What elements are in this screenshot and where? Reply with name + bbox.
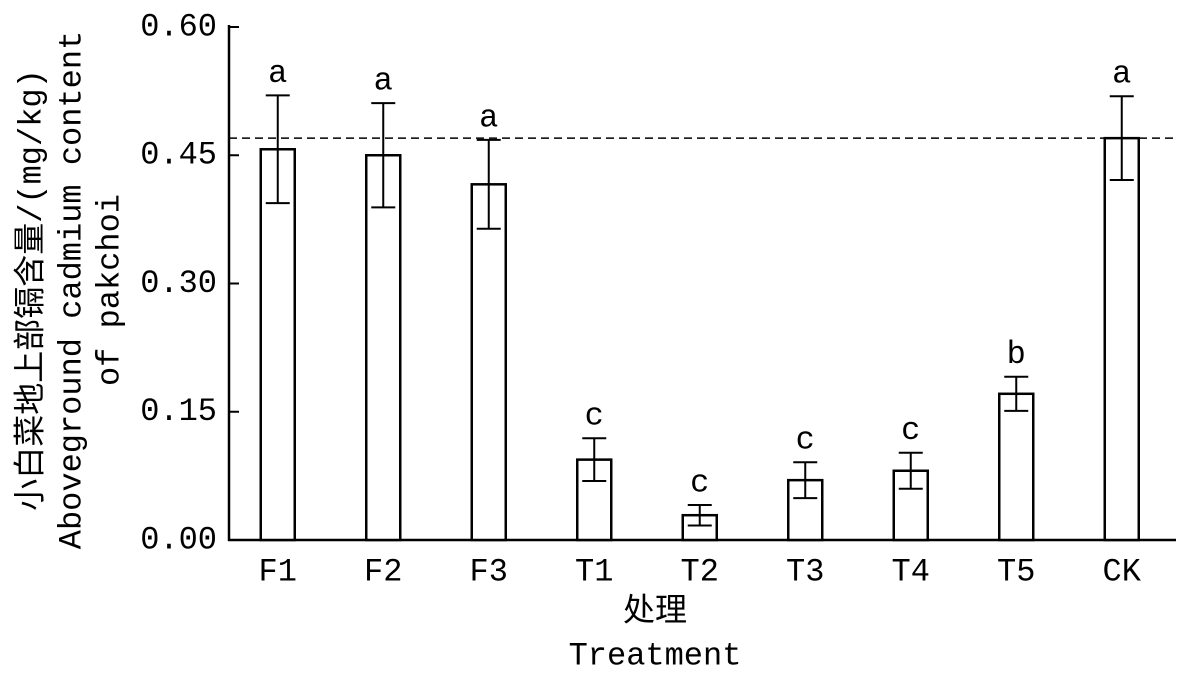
bar [365,154,402,542]
bar [1103,136,1140,542]
significance-label: a [268,55,287,92]
x-tick-label: T4 [892,553,930,590]
y-tick-label: 0.60 [140,8,217,45]
x-tick-label: CK [1103,553,1142,590]
significance-label: c [796,422,815,459]
error-bar [898,451,923,490]
y-tick-label: 0.00 [140,521,217,558]
y-axis-label-group: Aboveground cadmium content [53,31,90,549]
y-axis-label: 小白菜地上部镉含量/(mg/kg) [12,69,50,511]
y-axis-label: Aboveground cadmium content [53,31,90,549]
y-tick-label: 0.15 [140,393,217,430]
x-tick-label: T3 [786,553,824,590]
significance-label: a [374,63,393,100]
x-tick-label: F2 [364,553,402,590]
significance-label: c [690,464,709,501]
error-bar [1109,95,1134,182]
error-bar [371,102,396,209]
x-tick-label: T1 [575,553,613,590]
x-tick-label: F3 [470,553,508,590]
significance-label: c [585,398,604,435]
x-axis-label: 处理 [623,592,687,630]
bar [998,392,1035,542]
significance-label: b [1007,336,1026,373]
y-axis-label-group: 小白菜地上部镉含量/(mg/kg) [12,69,50,511]
y-axis-label-group: of pakchoi [91,194,128,386]
error-bar [1004,375,1029,412]
x-tick-label: F1 [259,553,297,590]
y-tick-label: 0.30 [140,265,217,302]
y-tick-label: 0.45 [140,137,217,174]
error-bar [793,461,818,500]
x-axis-label: Treatment [569,637,742,674]
bar [470,183,507,542]
y-axis-label: of pakchoi [91,194,128,386]
x-tick-label: T5 [997,553,1035,590]
error-bar [687,503,712,527]
significance-label: a [479,99,498,136]
bar [259,148,296,542]
x-tick-label: T2 [681,553,719,590]
significance-label: c [901,412,920,449]
significance-label: a [1112,56,1131,93]
error-bar [476,138,501,230]
error-bar [582,437,607,483]
error-bar [265,94,290,205]
